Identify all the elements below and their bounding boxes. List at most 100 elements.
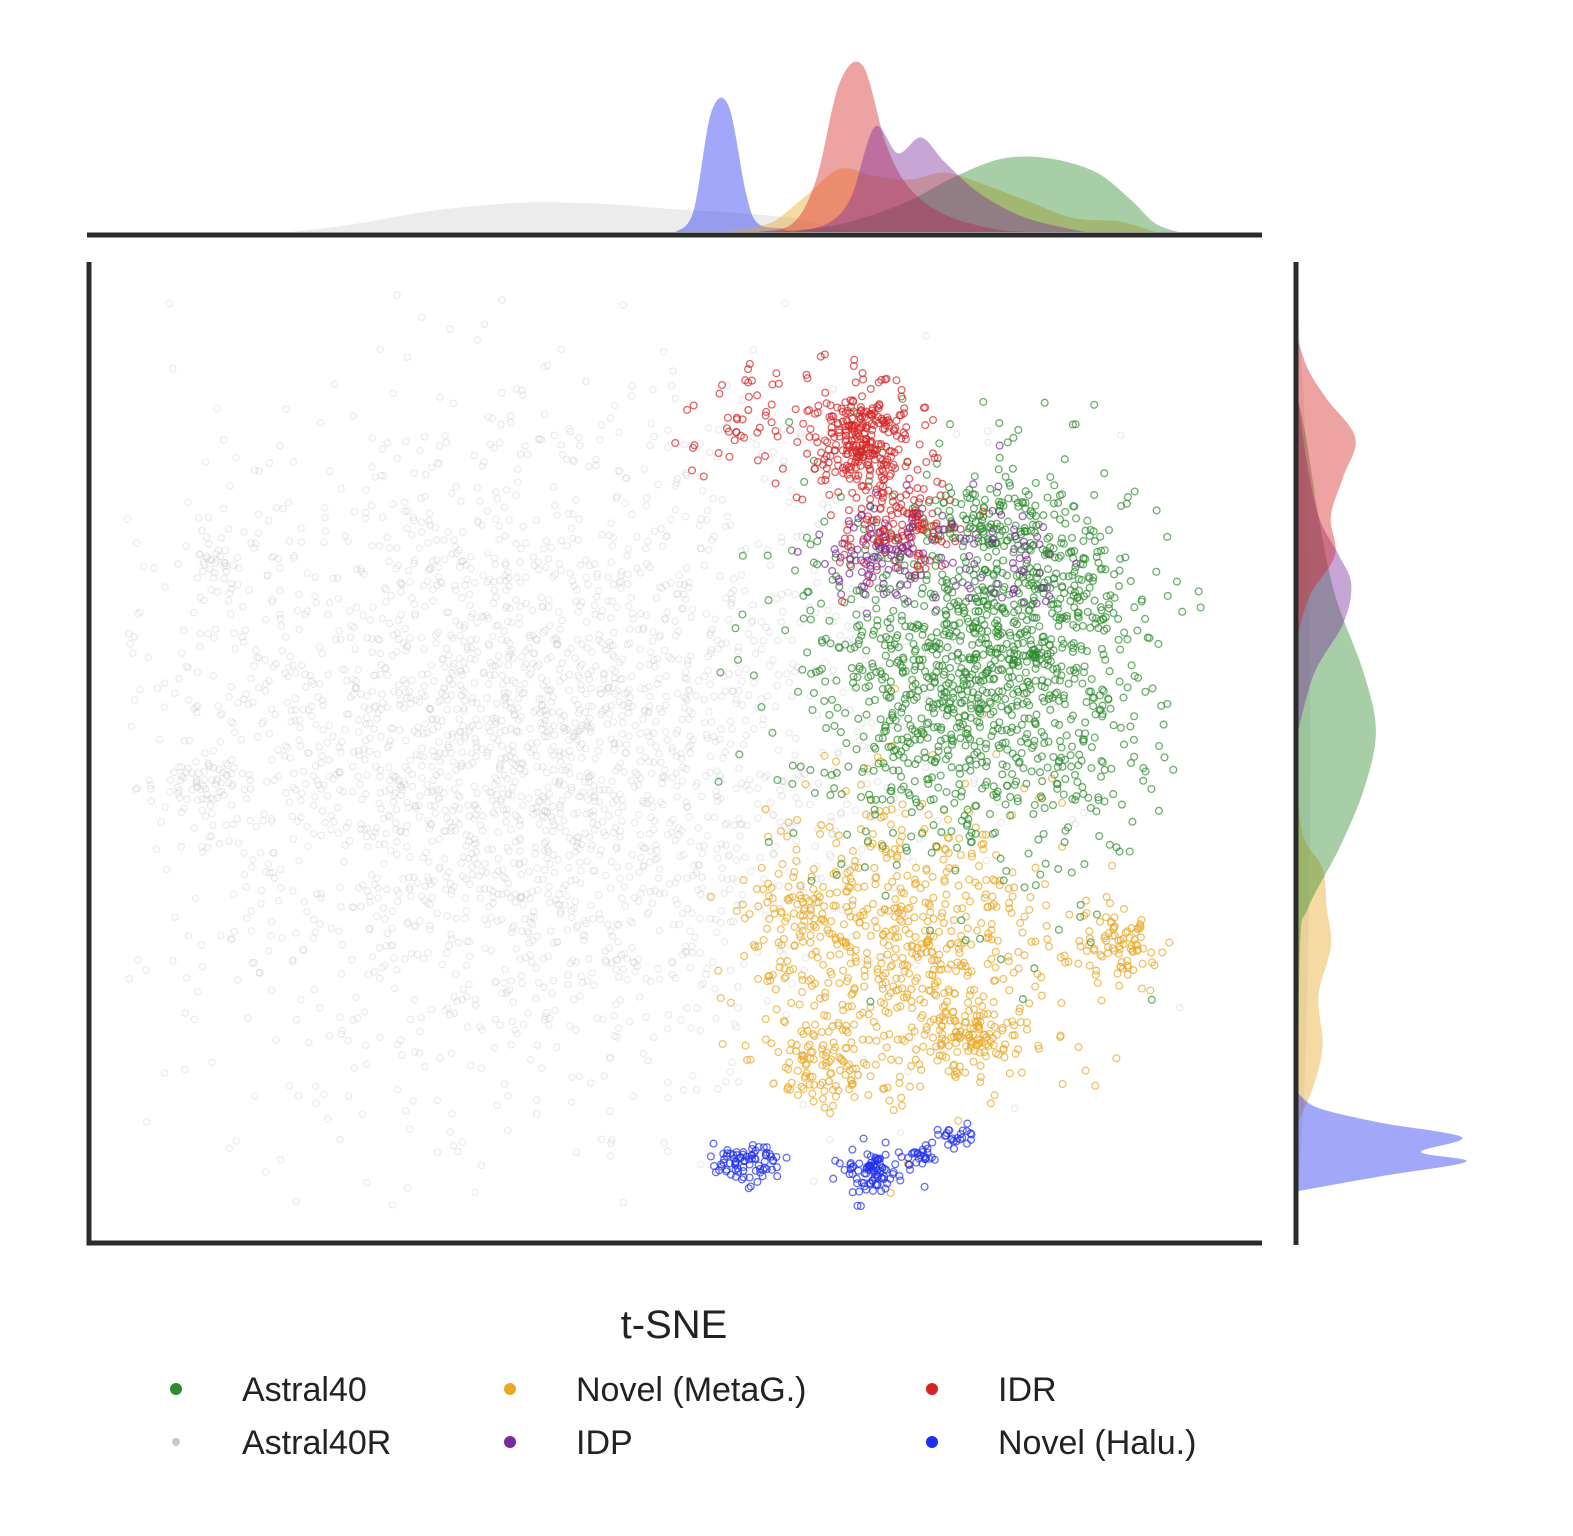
point [442, 644, 451, 653]
point [1133, 924, 1142, 933]
point [995, 881, 1004, 890]
point [1178, 607, 1187, 616]
point [411, 923, 420, 931]
point [449, 1141, 458, 1150]
point [707, 892, 716, 901]
point [729, 917, 738, 926]
point [1147, 948, 1156, 957]
point [660, 773, 669, 782]
point [551, 1006, 559, 1015]
point [392, 564, 400, 573]
point [952, 430, 961, 439]
point [442, 438, 451, 447]
point [506, 725, 515, 733]
point [754, 974, 763, 983]
point [859, 732, 868, 741]
point [894, 808, 903, 817]
point [537, 436, 546, 444]
point [1079, 668, 1088, 677]
point [233, 553, 242, 562]
point [618, 675, 627, 683]
point [1031, 501, 1040, 510]
point [404, 803, 412, 812]
point [505, 647, 514, 655]
point [843, 830, 852, 839]
point [539, 720, 548, 728]
point [544, 890, 553, 899]
point [975, 1011, 984, 1020]
point [706, 752, 715, 761]
point [678, 715, 687, 724]
point [421, 882, 429, 891]
point [283, 743, 292, 752]
point [766, 561, 775, 570]
point [763, 692, 772, 701]
point [918, 984, 927, 993]
point [447, 550, 456, 558]
point [415, 1027, 424, 1036]
point [366, 616, 375, 624]
point [987, 902, 996, 911]
point [595, 786, 604, 794]
point [444, 527, 453, 536]
point [502, 486, 511, 494]
point [635, 993, 644, 1001]
point [1023, 729, 1032, 739]
point [774, 869, 783, 878]
point [1059, 790, 1068, 799]
point [501, 561, 510, 569]
point [616, 790, 624, 799]
point [704, 707, 713, 716]
point [427, 661, 436, 670]
point [471, 995, 480, 1004]
point [544, 847, 553, 856]
point [933, 1056, 942, 1065]
point [500, 693, 509, 701]
point [708, 625, 716, 634]
point [1050, 510, 1059, 519]
point [356, 564, 365, 573]
point [757, 618, 766, 626]
point [209, 746, 218, 755]
point [825, 1135, 834, 1144]
point [1119, 693, 1128, 702]
point [555, 665, 564, 674]
point [311, 573, 320, 581]
point [549, 802, 557, 811]
point [961, 1068, 970, 1077]
point [532, 516, 541, 525]
point [815, 994, 824, 1003]
point [503, 1091, 512, 1100]
point [529, 553, 538, 561]
point [649, 385, 657, 394]
point [591, 754, 600, 763]
point [726, 966, 735, 975]
point [956, 636, 965, 645]
point [969, 1057, 978, 1066]
point [983, 427, 992, 435]
point [265, 677, 273, 685]
point [501, 755, 509, 763]
point [389, 631, 398, 639]
point [566, 569, 574, 578]
point [718, 1039, 727, 1049]
point [546, 685, 555, 694]
point [842, 942, 851, 951]
point [1041, 880, 1050, 889]
point [680, 581, 689, 589]
point [449, 757, 458, 766]
point [341, 725, 349, 734]
point [130, 696, 139, 705]
point [827, 817, 836, 826]
point [540, 794, 549, 803]
point [545, 725, 554, 734]
point [1107, 764, 1116, 773]
point [763, 545, 772, 554]
point [575, 515, 584, 523]
point [1163, 699, 1172, 708]
point [1081, 1066, 1090, 1075]
point [910, 913, 919, 922]
point [309, 772, 318, 780]
point [951, 789, 960, 798]
point [818, 1061, 827, 1070]
